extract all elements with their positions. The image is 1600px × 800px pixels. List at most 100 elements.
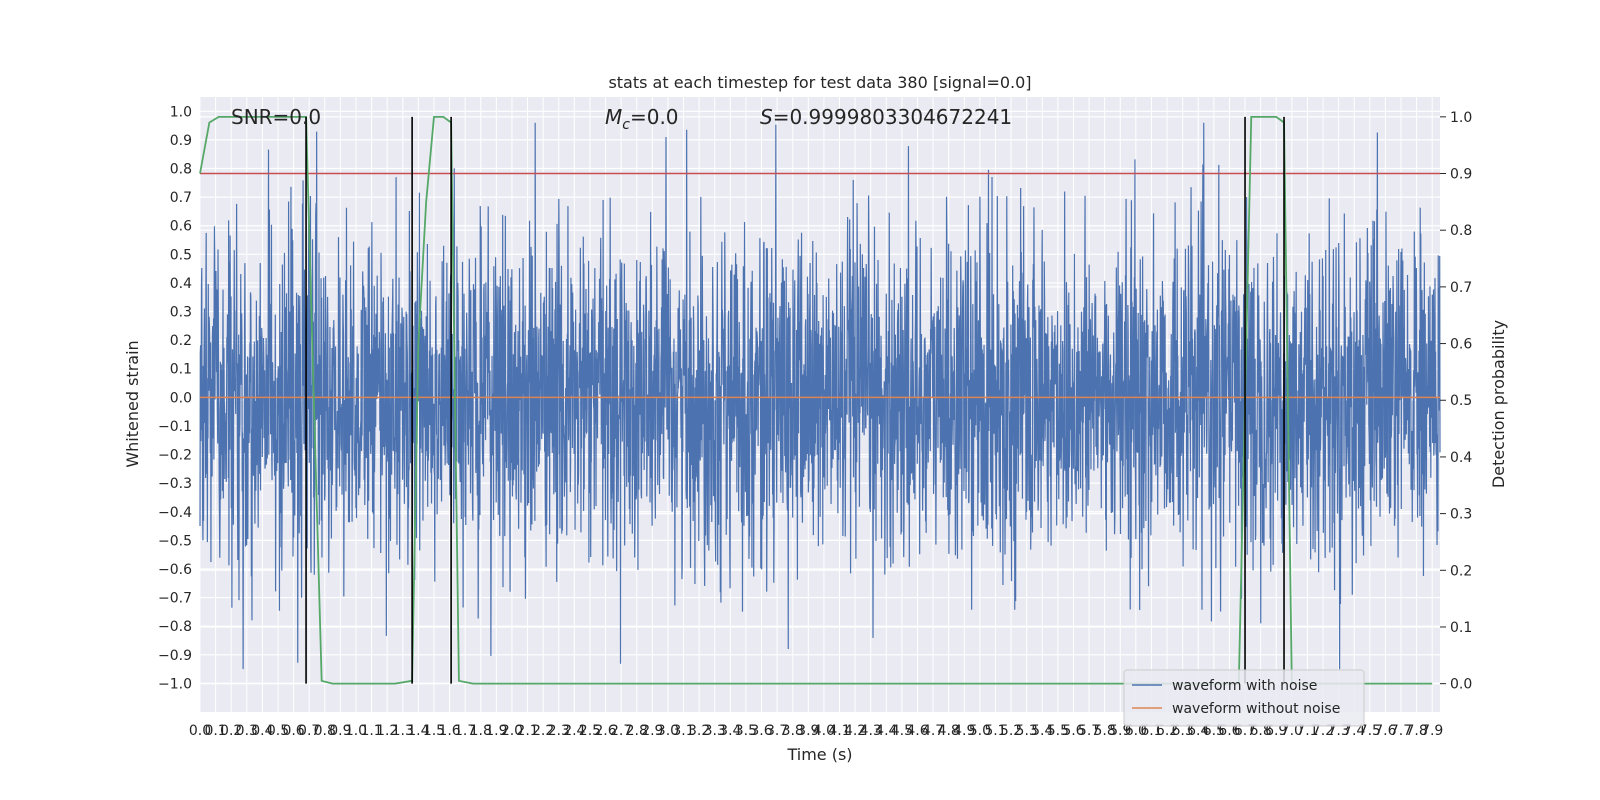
y-ticks-right: 1.0 0.9 0.8 0.7 0.6 0.5 0.4 0.3 0.2 0.1 0.0 xyxy=(1440,110,1472,693)
snr-annotation: SNR=0.0 xyxy=(231,105,321,129)
x-tick-label: 3.8 xyxy=(782,723,804,739)
legend-label-noise: waveform with noise xyxy=(1172,678,1317,694)
y-tick-label-right: 0.8 xyxy=(1450,223,1472,239)
y-tick-label-left: −0.8 xyxy=(158,619,192,635)
mc-subscript: c xyxy=(622,117,630,133)
x-tick-label: 4.3 xyxy=(860,723,882,739)
s-annotation: S=0.9999803304672241 xyxy=(760,105,1012,129)
x-tick-label: 5.9 xyxy=(1109,723,1131,739)
x-tick-label: 4.7 xyxy=(922,723,944,739)
x-tick-label: 0.1 xyxy=(204,723,226,739)
x-tick-label: 2.1 xyxy=(516,723,538,739)
y-tick-label-left: −0.7 xyxy=(158,591,192,607)
y-tick-label-left: −0.2 xyxy=(158,448,192,464)
y-tick-label-left: 0.8 xyxy=(170,162,192,178)
x-tick-label: 0.7 xyxy=(298,723,320,739)
y-tick-label-right: 0.6 xyxy=(1450,337,1472,353)
x-tick-label: 1.9 xyxy=(485,723,507,739)
y-tick-label-left: 0.4 xyxy=(170,276,192,292)
x-tick-label: 4.1 xyxy=(828,723,850,739)
x-tick-label: 1.8 xyxy=(470,723,492,739)
x-tick-label: 0.0 xyxy=(189,723,211,739)
y-tick-label-right: 0.3 xyxy=(1450,507,1472,523)
series-waveform-with-noise xyxy=(199,122,1441,670)
x-tick-label: 3.7 xyxy=(766,723,788,739)
x-tick-label: 4.6 xyxy=(906,723,928,739)
x-tick-label: 0.4 xyxy=(251,723,273,739)
x-tick-label: 7.8 xyxy=(1405,723,1427,739)
x-tick-label: 2.4 xyxy=(563,723,585,739)
y-ticks-left: 1.0 0.9 0.8 0.7 0.6 0.5 0.4 0.3 0.2 0.1 0.0 −0.1 −0.… xyxy=(158,104,192,692)
y-tick-label-right: 1.0 xyxy=(1450,110,1472,126)
x-tick-label: 7.6 xyxy=(1374,723,1396,739)
x-tick-label: 5.5 xyxy=(1047,723,1069,739)
x-tick-label: 1.1 xyxy=(360,723,382,739)
x-tick-label: 2.6 xyxy=(594,723,616,739)
y-tick-label-right: 0.1 xyxy=(1450,620,1472,636)
x-tick-label: 6.9 xyxy=(1265,723,1287,739)
s-value: =0.9999803304672241 xyxy=(773,105,1012,129)
x-tick-label: 2.9 xyxy=(641,723,663,739)
x-tick-label: 1.6 xyxy=(438,723,460,739)
x-tick-label: 5.3 xyxy=(1016,723,1038,739)
y-tick-label-left: −1.0 xyxy=(158,676,192,692)
x-tick-label: 3.6 xyxy=(750,723,772,739)
x-tick-label: 0.2 xyxy=(220,723,242,739)
x-tick-label: 0.6 xyxy=(282,723,304,739)
x-tick-label: 6.0 xyxy=(1125,723,1147,739)
legend: waveform with noise waveform without noi… xyxy=(1123,669,1365,727)
x-tick-label: 6.7 xyxy=(1234,723,1256,739)
x-tick-label: 2.5 xyxy=(579,723,601,739)
x-tick-label: 2.8 xyxy=(626,723,648,739)
y-tick-label-right: 0.0 xyxy=(1450,677,1472,693)
x-tick-label: 3.1 xyxy=(672,723,694,739)
y-tick-label-left: 0.9 xyxy=(170,133,192,149)
x-tick-label: 7.4 xyxy=(1343,723,1365,739)
y-axis-label-right: Detection probability xyxy=(1489,320,1508,488)
y-tick-label-left: 0.0 xyxy=(170,390,192,406)
y-tick-label-left: −0.4 xyxy=(158,505,192,521)
x-tick-label: 1.3 xyxy=(392,723,414,739)
y-axis-label-left: Whitened strain xyxy=(123,340,142,467)
x-tick-label: 1.7 xyxy=(454,723,476,739)
x-tick-label: 0.9 xyxy=(329,723,351,739)
legend-label-clean: waveform without noise xyxy=(1172,701,1340,717)
x-tick-label: 7.0 xyxy=(1281,723,1303,739)
x-tick-label: 2.0 xyxy=(501,723,523,739)
x-tick-label: 6.6 xyxy=(1218,723,1240,739)
x-tick-label: 6.5 xyxy=(1203,723,1225,739)
x-tick-label: 4.8 xyxy=(938,723,960,739)
chart-title: stats at each timestep for test data 380… xyxy=(608,73,1031,92)
y-tick-label-right: 0.2 xyxy=(1450,563,1472,579)
x-tick-label: 7.7 xyxy=(1390,723,1412,739)
x-tick-label: 4.4 xyxy=(875,723,897,739)
x-axis-label: Time (s) xyxy=(786,745,852,764)
y-tick-label-left: 0.3 xyxy=(170,305,192,321)
x-tick-label: 7.1 xyxy=(1296,723,1318,739)
y-tick-label-left: 0.1 xyxy=(170,362,192,378)
y-tick-label-right: 0.7 xyxy=(1450,280,1472,296)
x-tick-label: 3.3 xyxy=(704,723,726,739)
x-tick-label: 1.0 xyxy=(345,723,367,739)
x-tick-label: 2.7 xyxy=(610,723,632,739)
mc-value: =0.0 xyxy=(630,105,679,129)
x-tick-label: 4.9 xyxy=(953,723,975,739)
x-tick-label: 5.1 xyxy=(984,723,1006,739)
mc-symbol: M xyxy=(605,105,622,129)
x-tick-label: 5.2 xyxy=(1000,723,1022,739)
x-tick-label: 6.3 xyxy=(1172,723,1194,739)
x-tick-label: 5.6 xyxy=(1062,723,1084,739)
x-tick-label: 5.0 xyxy=(969,723,991,739)
x-tick-label: 0.5 xyxy=(267,723,289,739)
y-tick-label-left: −0.1 xyxy=(158,419,192,435)
x-tick-label: 4.5 xyxy=(891,723,913,739)
x-tick-label: 2.3 xyxy=(548,723,570,739)
x-tick-label: 5.4 xyxy=(1031,723,1053,739)
legend-box xyxy=(1123,669,1365,727)
x-tick-label: 3.4 xyxy=(719,723,741,739)
y-tick-label-right: 0.5 xyxy=(1450,393,1472,409)
x-tick-label: 1.5 xyxy=(423,723,445,739)
y-tick-label-left: −0.3 xyxy=(158,476,192,492)
x-tick-label: 3.9 xyxy=(797,723,819,739)
x-ticks: 0.00.10.20.30.40.50.60.70.80.91.01.11.21… xyxy=(189,723,1443,739)
